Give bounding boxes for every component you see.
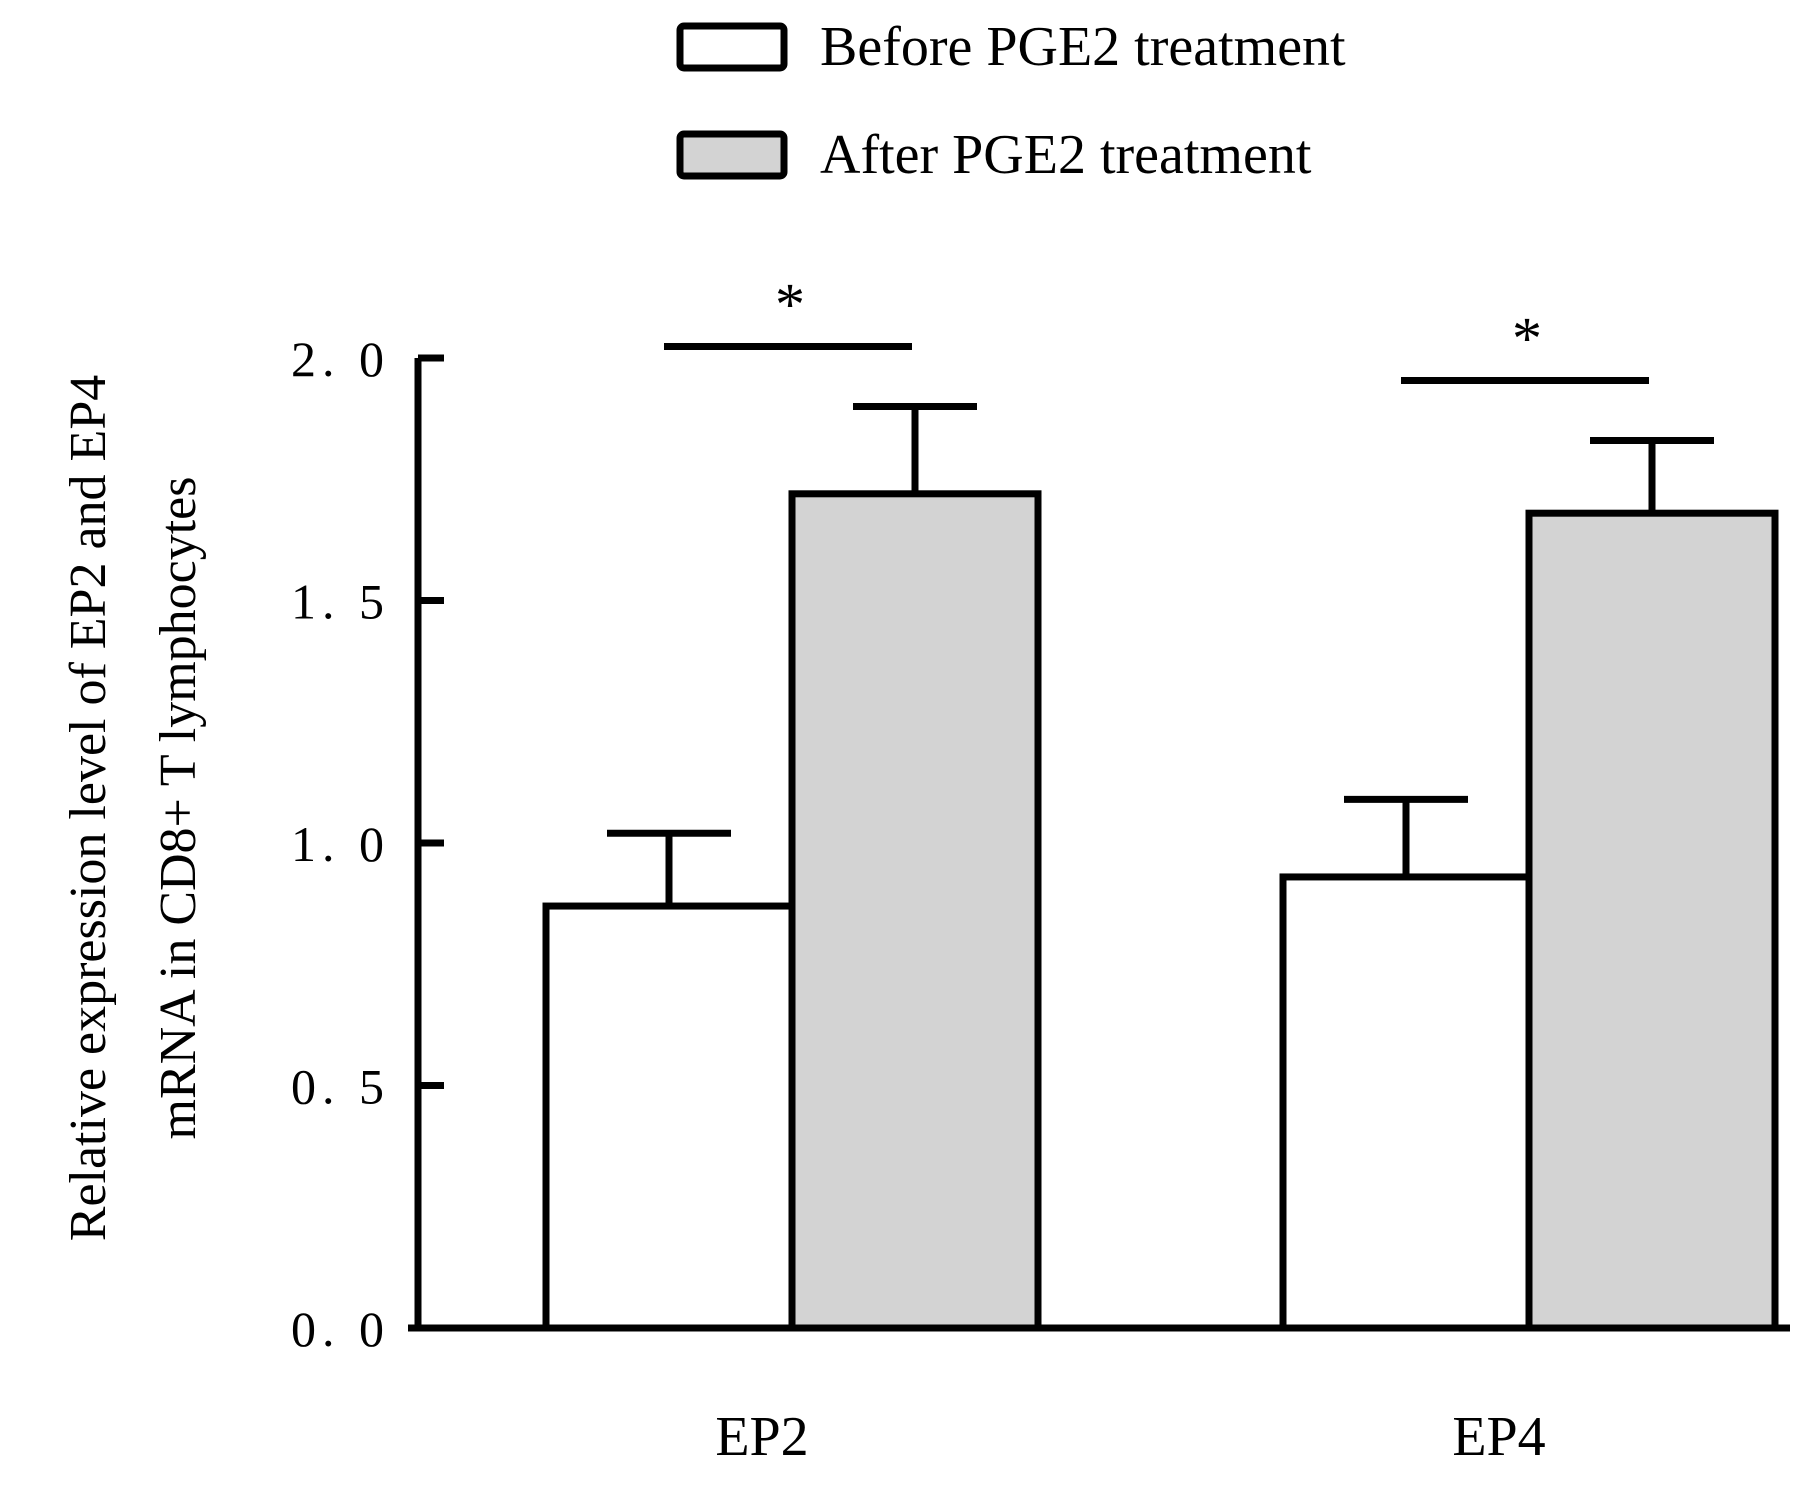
- y-tick-label: 2. 0: [291, 331, 390, 387]
- x-tick-label: EP4: [1452, 1406, 1545, 1468]
- legend-swatch: [676, 22, 788, 72]
- y-axis-title-line: mRNA in CD8+ T lymphocytes: [150, 477, 207, 1140]
- y-axis-title: Relative expression level of EP2 and EP4…: [60, 375, 207, 1241]
- legend-label: Before PGE2 treatment: [820, 16, 1346, 78]
- bar: [542, 902, 796, 1332]
- legend-label: After PGE2 treatment: [820, 124, 1312, 186]
- significance-star: *: [1512, 305, 1542, 371]
- legend-swatch: [676, 130, 788, 180]
- y-tick-label: 1. 5: [291, 574, 390, 630]
- y-tick-label: 0. 5: [291, 1059, 390, 1115]
- bar: [1525, 509, 1779, 1332]
- y-tick-label: 0. 0: [291, 1301, 390, 1357]
- x-tick-label: EP2: [715, 1406, 808, 1468]
- y-axis: 0. 0 0. 5 1. 0 1. 5 2. 0: [291, 331, 444, 1357]
- bars: [542, 403, 1779, 1332]
- legend: Before PGE2 treatment After PGE2 treatmen…: [676, 16, 1346, 186]
- bar: [788, 490, 1042, 1332]
- y-axis-title-line: Relative expression level of EP2 and EP4: [60, 375, 117, 1241]
- significance-star: *: [775, 272, 805, 338]
- y-tick-label: 1. 0: [291, 816, 390, 872]
- significance-markers: **: [664, 272, 1649, 384]
- bar: [1279, 873, 1533, 1332]
- x-axis: EP2 EP4: [408, 1324, 1790, 1468]
